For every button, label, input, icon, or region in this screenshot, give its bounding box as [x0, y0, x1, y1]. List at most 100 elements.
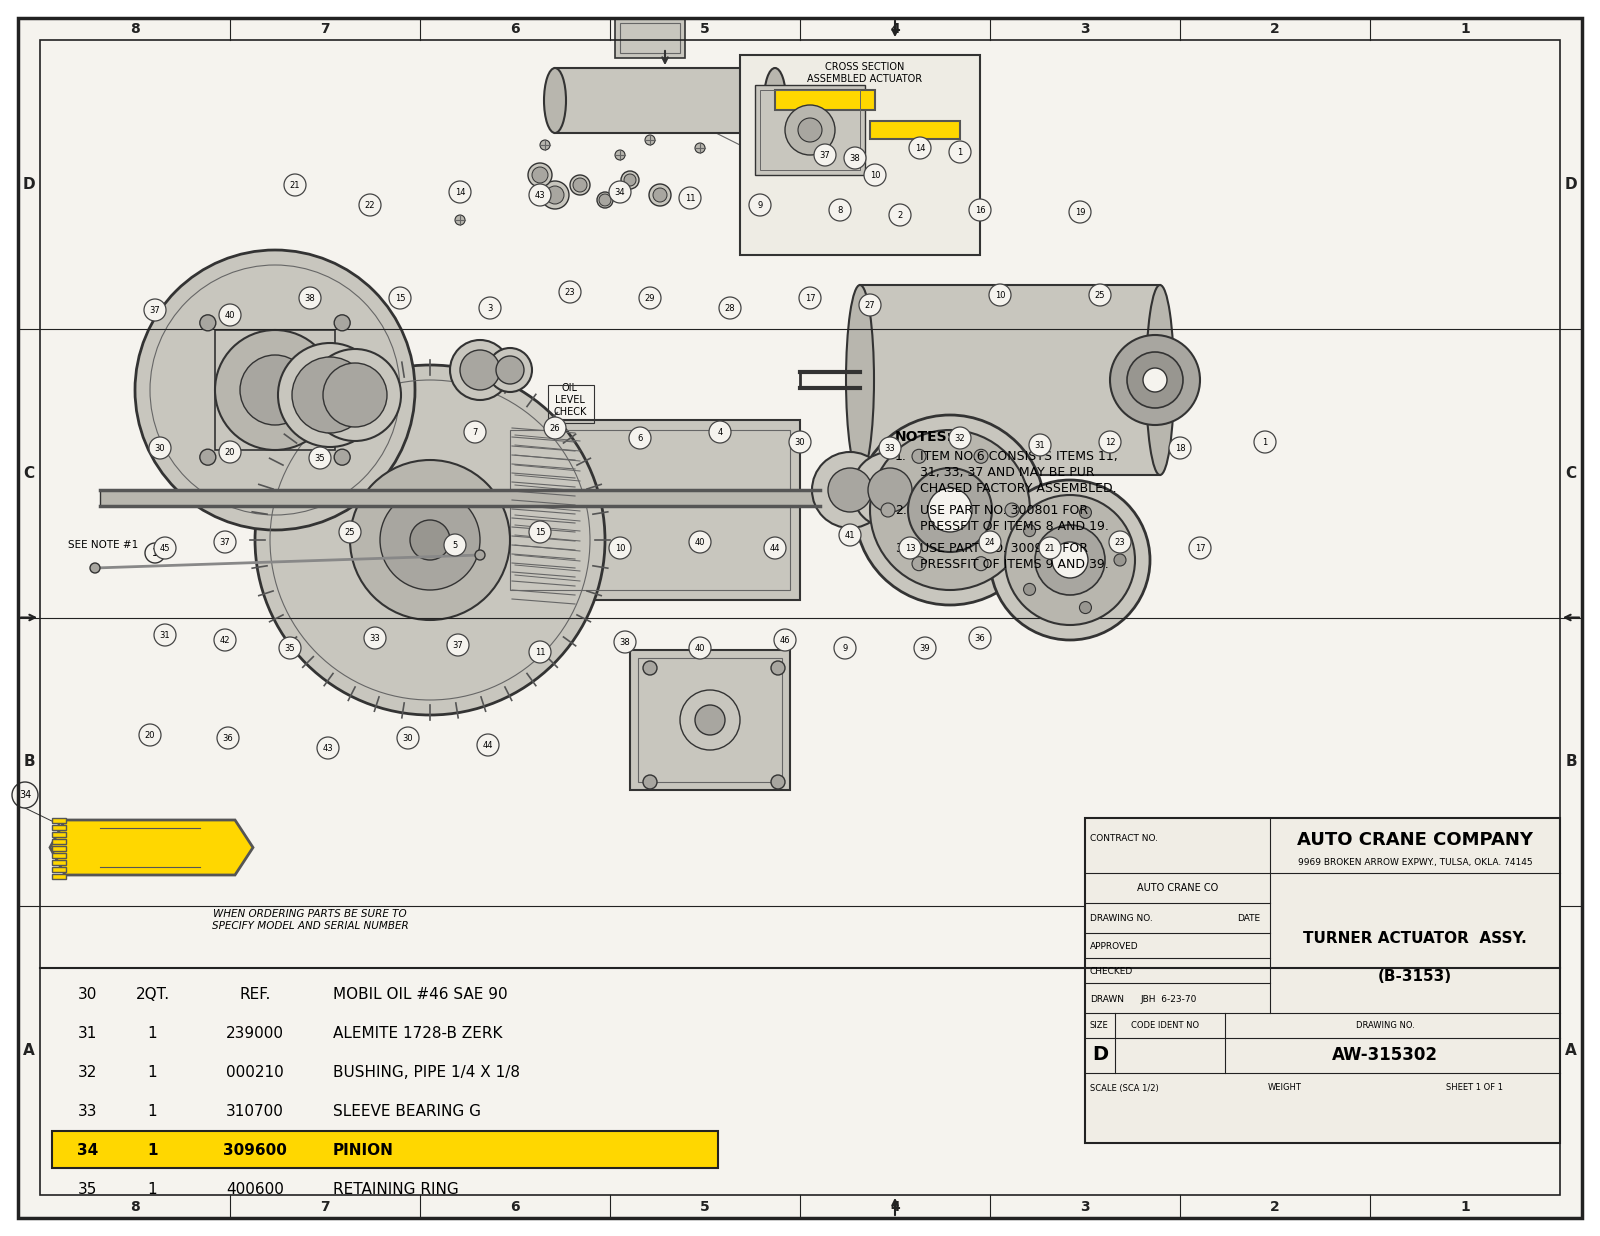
Text: 4: 4	[890, 1200, 899, 1214]
Text: 8: 8	[130, 22, 139, 36]
Circle shape	[653, 188, 667, 201]
Text: 24: 24	[984, 538, 995, 546]
Circle shape	[446, 634, 469, 656]
Circle shape	[1090, 284, 1110, 307]
Bar	[51, 845, 66, 852]
Text: 32: 32	[955, 434, 965, 442]
Circle shape	[1038, 536, 1061, 559]
Text: USE PART NO. 300904 FOR: USE PART NO. 300904 FOR	[920, 543, 1088, 555]
Circle shape	[829, 468, 872, 512]
Circle shape	[974, 556, 989, 571]
Circle shape	[814, 145, 835, 166]
Circle shape	[285, 174, 306, 197]
Text: 6: 6	[510, 1200, 520, 1214]
Circle shape	[558, 281, 581, 303]
Circle shape	[1170, 438, 1190, 459]
Text: MOBIL OIL #46 SAE 90: MOBIL OIL #46 SAE 90	[333, 988, 507, 1002]
Circle shape	[90, 564, 99, 574]
Bar	[870, 121, 960, 138]
Circle shape	[1189, 536, 1211, 559]
Text: 35: 35	[315, 454, 325, 462]
Text: 31: 31	[78, 1026, 98, 1041]
Text: 1: 1	[147, 1104, 157, 1119]
Circle shape	[475, 550, 485, 560]
Text: 2QT.: 2QT.	[136, 988, 170, 1002]
Circle shape	[544, 417, 566, 439]
Text: 2: 2	[1270, 1200, 1280, 1214]
Circle shape	[570, 176, 590, 195]
Circle shape	[450, 340, 510, 400]
Text: AUTO CRANE CO: AUTO CRANE CO	[1138, 883, 1218, 892]
Text: 11: 11	[534, 648, 546, 656]
Text: 10: 10	[870, 171, 880, 179]
Circle shape	[864, 164, 886, 185]
Circle shape	[530, 522, 550, 543]
Text: REF.: REF.	[240, 988, 270, 1002]
Circle shape	[461, 350, 499, 391]
Text: 33: 33	[885, 444, 896, 452]
Text: DATE: DATE	[1237, 913, 1261, 922]
Text: 38: 38	[619, 638, 630, 646]
Text: 1: 1	[147, 1182, 157, 1196]
Circle shape	[214, 330, 334, 450]
Circle shape	[789, 431, 811, 454]
Text: 10: 10	[995, 290, 1005, 299]
Circle shape	[786, 105, 835, 154]
Text: 41: 41	[845, 530, 856, 539]
Bar	[51, 832, 66, 837]
Text: 30: 30	[795, 438, 805, 446]
Circle shape	[410, 520, 450, 560]
Bar	[1085, 818, 1560, 1143]
Bar	[638, 658, 782, 782]
Text: 35: 35	[78, 1182, 98, 1196]
Circle shape	[859, 294, 882, 316]
Text: 34: 34	[614, 188, 626, 197]
Text: SIZE: SIZE	[1090, 1021, 1109, 1031]
Text: 37: 37	[150, 305, 160, 314]
Circle shape	[291, 357, 368, 433]
Ellipse shape	[765, 68, 786, 133]
Circle shape	[621, 171, 638, 189]
Text: 309600: 309600	[222, 1143, 286, 1158]
Circle shape	[477, 734, 499, 756]
Text: C: C	[1565, 466, 1576, 481]
Text: CHASED FACTORY ASSEMBLED.: CHASED FACTORY ASSEMBLED.	[920, 482, 1117, 494]
Circle shape	[134, 250, 414, 530]
Bar	[630, 650, 790, 790]
Text: 8: 8	[130, 1200, 139, 1214]
Text: 36: 36	[974, 634, 986, 643]
Text: 40: 40	[694, 538, 706, 546]
Text: 43: 43	[534, 190, 546, 199]
Ellipse shape	[544, 68, 566, 133]
Circle shape	[813, 452, 888, 528]
Circle shape	[464, 421, 486, 442]
Text: 000210: 000210	[226, 1065, 283, 1080]
Circle shape	[694, 143, 706, 153]
Circle shape	[690, 637, 710, 659]
Text: CODE IDENT NO: CODE IDENT NO	[1131, 1021, 1198, 1031]
Text: 3: 3	[488, 304, 493, 313]
Text: 31: 31	[1035, 440, 1045, 450]
Circle shape	[546, 185, 563, 204]
Circle shape	[1110, 335, 1200, 425]
Text: SEE NOTE #1: SEE NOTE #1	[67, 540, 138, 550]
Text: 20: 20	[144, 730, 155, 739]
Circle shape	[1024, 583, 1035, 596]
Text: 1.: 1.	[894, 450, 907, 464]
Circle shape	[573, 178, 587, 192]
Text: NOTES:: NOTES:	[894, 430, 954, 444]
Text: 1: 1	[1461, 1200, 1470, 1214]
Text: 40: 40	[224, 310, 235, 319]
Text: 23: 23	[1115, 538, 1125, 546]
Circle shape	[309, 447, 331, 468]
Circle shape	[845, 147, 866, 169]
Text: 15: 15	[395, 293, 405, 303]
Text: 30: 30	[155, 444, 165, 452]
Text: 38: 38	[304, 293, 315, 303]
Text: 239000: 239000	[226, 1026, 285, 1041]
Circle shape	[1005, 503, 1019, 517]
Circle shape	[765, 536, 786, 559]
Text: SCALE (SCA 1/2): SCALE (SCA 1/2)	[1090, 1084, 1158, 1093]
Text: 4: 4	[717, 428, 723, 436]
Circle shape	[334, 315, 350, 331]
